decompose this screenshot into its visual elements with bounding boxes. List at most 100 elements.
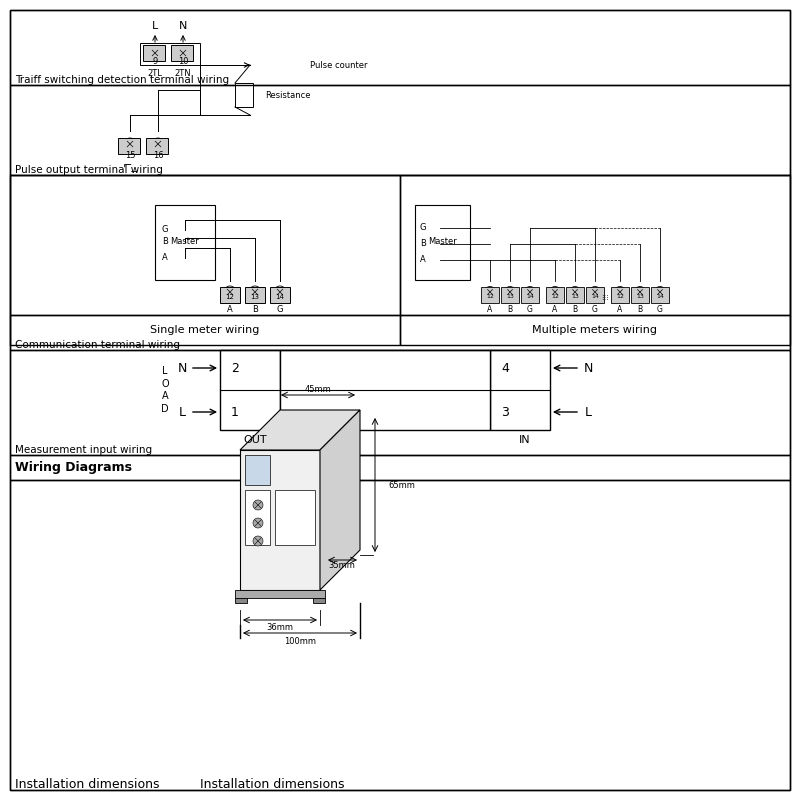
Text: G: G xyxy=(420,223,426,233)
Text: A: A xyxy=(618,306,622,314)
Text: 12: 12 xyxy=(616,294,624,299)
Text: Installation dimensions: Installation dimensions xyxy=(15,778,159,791)
Bar xyxy=(171,45,193,61)
Text: A: A xyxy=(227,306,233,314)
Text: Single meter wiring: Single meter wiring xyxy=(150,325,260,335)
Bar xyxy=(235,590,325,598)
Bar xyxy=(611,287,629,303)
Text: ...: ... xyxy=(601,289,609,298)
Text: Installation dimensions: Installation dimensions xyxy=(200,778,345,791)
Text: Master: Master xyxy=(428,238,457,246)
Bar xyxy=(10,175,400,315)
Text: Communication terminal wiring: Communication terminal wiring xyxy=(15,340,180,350)
Text: 2: 2 xyxy=(231,362,239,374)
Circle shape xyxy=(177,47,189,59)
Text: OUT: OUT xyxy=(243,435,267,445)
Text: 2TL: 2TL xyxy=(147,70,162,78)
Bar xyxy=(651,287,669,303)
Text: 1: 1 xyxy=(231,406,239,418)
Text: 2TN: 2TN xyxy=(174,70,191,78)
Bar xyxy=(415,205,470,280)
Text: IN: IN xyxy=(519,435,531,445)
Text: 16: 16 xyxy=(153,150,163,159)
Circle shape xyxy=(570,286,581,298)
Text: 14: 14 xyxy=(591,294,599,299)
Circle shape xyxy=(614,286,626,298)
Bar xyxy=(501,287,519,303)
Bar xyxy=(270,287,290,303)
Text: 13: 13 xyxy=(636,294,644,299)
Text: G: G xyxy=(162,226,169,234)
Bar xyxy=(400,175,790,315)
Text: Master: Master xyxy=(170,238,198,246)
Circle shape xyxy=(590,286,601,298)
Text: 3: 3 xyxy=(501,406,509,418)
Text: B: B xyxy=(162,238,168,246)
Bar xyxy=(586,287,604,303)
Circle shape xyxy=(253,536,263,546)
Bar xyxy=(10,10,790,85)
Text: B: B xyxy=(638,306,642,314)
Circle shape xyxy=(654,286,666,298)
Text: B: B xyxy=(573,306,578,314)
Bar xyxy=(220,350,280,430)
Bar xyxy=(10,175,790,350)
Text: ⌐_: ⌐_ xyxy=(122,162,138,172)
Bar xyxy=(313,598,325,603)
Text: N: N xyxy=(179,21,187,31)
Text: 100mm: 100mm xyxy=(284,638,316,646)
Circle shape xyxy=(505,286,515,298)
Text: L
O
A
D: L O A D xyxy=(161,366,169,414)
Text: 14: 14 xyxy=(656,294,664,299)
Text: Traiff switching detection terminal wiring: Traiff switching detection terminal wiri… xyxy=(15,75,229,85)
Bar xyxy=(10,350,790,455)
Text: Multiple meters wiring: Multiple meters wiring xyxy=(533,325,658,335)
Circle shape xyxy=(253,518,263,528)
Text: G: G xyxy=(592,306,598,314)
Text: 12: 12 xyxy=(551,294,559,299)
Bar xyxy=(10,85,790,175)
Bar xyxy=(10,480,790,790)
Text: G: G xyxy=(657,306,663,314)
Circle shape xyxy=(224,286,236,298)
Text: 9: 9 xyxy=(152,58,158,66)
Text: Measurement input wiring: Measurement input wiring xyxy=(15,445,152,455)
Text: 10: 10 xyxy=(178,58,188,66)
Bar xyxy=(235,598,247,603)
Circle shape xyxy=(152,138,164,150)
Bar xyxy=(245,287,265,303)
Text: G: G xyxy=(277,306,283,314)
Circle shape xyxy=(249,286,261,298)
Bar xyxy=(10,315,400,345)
Text: Resistance: Resistance xyxy=(265,90,310,99)
Text: B: B xyxy=(252,306,258,314)
Bar xyxy=(10,455,790,480)
Bar xyxy=(220,287,240,303)
Text: 14: 14 xyxy=(275,294,285,300)
Circle shape xyxy=(485,286,495,298)
Text: 12: 12 xyxy=(486,294,494,299)
Polygon shape xyxy=(240,410,360,450)
Circle shape xyxy=(149,47,161,59)
Bar xyxy=(143,45,165,61)
Circle shape xyxy=(525,286,535,298)
Bar xyxy=(280,350,490,430)
Bar xyxy=(235,83,253,107)
Circle shape xyxy=(550,286,561,298)
Bar xyxy=(521,287,539,303)
Text: 15: 15 xyxy=(125,150,135,159)
Circle shape xyxy=(124,138,136,150)
Text: A: A xyxy=(487,306,493,314)
Text: L: L xyxy=(152,21,158,31)
Bar xyxy=(245,490,270,545)
Text: L: L xyxy=(585,406,591,418)
Circle shape xyxy=(634,286,646,298)
Text: 4: 4 xyxy=(501,362,509,374)
Bar xyxy=(140,43,200,65)
Text: 13: 13 xyxy=(571,294,579,299)
Text: ...: ... xyxy=(601,293,609,302)
Polygon shape xyxy=(240,450,320,590)
Polygon shape xyxy=(320,410,360,590)
Text: 14: 14 xyxy=(526,294,534,299)
Text: B: B xyxy=(507,306,513,314)
